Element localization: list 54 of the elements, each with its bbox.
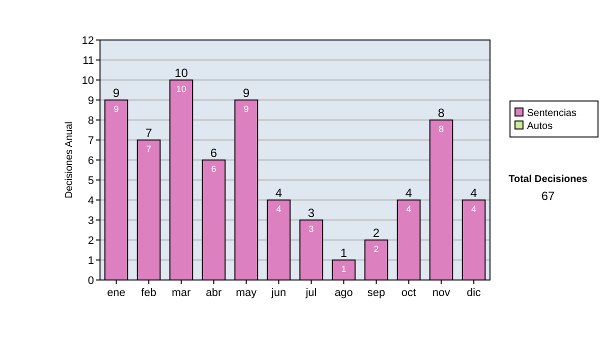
x-tick-label: nov bbox=[432, 287, 451, 299]
y-tick-label: 6 bbox=[88, 155, 94, 167]
data-label: 9 bbox=[244, 104, 249, 114]
x-tick-label: may bbox=[236, 287, 258, 299]
data-label: 10 bbox=[176, 84, 186, 94]
y-tick-label: 1 bbox=[88, 255, 94, 267]
y-tick-label: 4 bbox=[88, 195, 94, 207]
legend-label: Sentencias bbox=[527, 108, 576, 119]
x-tick-label: sep bbox=[367, 287, 386, 299]
x-tick-label: mar bbox=[172, 287, 192, 299]
total-label: 9 bbox=[112, 86, 120, 100]
total-label: 9 bbox=[242, 86, 250, 100]
y-tick-label: 8 bbox=[88, 115, 94, 127]
x-tick-label: ago bbox=[334, 287, 353, 299]
x-tick-label: abr bbox=[206, 287, 222, 299]
total-label: 8 bbox=[438, 106, 445, 120]
y-tick-label: 2 bbox=[88, 235, 94, 247]
data-label: 9 bbox=[114, 104, 119, 114]
legend-label: Autos bbox=[527, 121, 553, 132]
x-tick-label: jun bbox=[270, 287, 286, 299]
x-tick-label: ene bbox=[107, 287, 126, 299]
x-tick-label: jul bbox=[304, 287, 317, 299]
text: 67 bbox=[541, 189, 555, 203]
total-label: 1 bbox=[340, 246, 348, 260]
data-label: 4 bbox=[276, 204, 282, 214]
data-label: 7 bbox=[146, 144, 152, 154]
y-tick-label: 10 bbox=[82, 75, 94, 87]
total-label: 4 bbox=[405, 186, 412, 200]
x-tick-label: oct bbox=[401, 287, 416, 299]
data-label: 2 bbox=[374, 244, 379, 254]
y-tick-label: 0 bbox=[88, 275, 94, 287]
total-label: 10 bbox=[174, 66, 188, 80]
data-label: 4 bbox=[471, 204, 476, 214]
total-label: 7 bbox=[145, 126, 152, 140]
total-label: 2 bbox=[372, 226, 380, 240]
y-tick-label: 7 bbox=[88, 135, 94, 147]
data-label: 4 bbox=[406, 204, 412, 214]
data-label: 1 bbox=[341, 264, 346, 274]
data-label: 6 bbox=[211, 164, 216, 174]
total-label: 4 bbox=[275, 186, 282, 200]
total-label: 4 bbox=[470, 186, 478, 200]
y-tick-label: 11 bbox=[82, 55, 94, 67]
y-tick-label: 12 bbox=[82, 35, 94, 47]
data-label: 8 bbox=[438, 124, 444, 134]
x-tick-label: feb bbox=[141, 287, 156, 299]
y-tick-label: 5 bbox=[88, 175, 94, 187]
data-label: 3 bbox=[308, 224, 314, 234]
text: Total Decisiones bbox=[508, 174, 588, 185]
y-tick-label: 9 bbox=[88, 95, 94, 107]
y-tick-label: 3 bbox=[88, 215, 94, 227]
total-label: 6 bbox=[210, 146, 218, 160]
x-tick-label: dic bbox=[466, 287, 482, 299]
y-axis-title: Decisiones Anual bbox=[64, 122, 75, 198]
total-label: 3 bbox=[308, 206, 315, 220]
